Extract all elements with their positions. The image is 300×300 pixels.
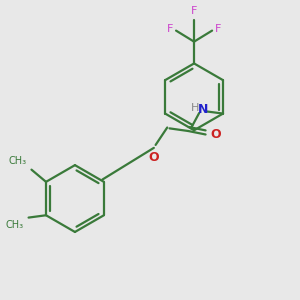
Text: H: H: [190, 103, 199, 113]
Text: CH₃: CH₃: [9, 156, 27, 166]
Text: N: N: [198, 103, 209, 116]
Text: F: F: [167, 24, 174, 34]
Text: O: O: [148, 151, 159, 164]
Text: F: F: [214, 24, 221, 34]
Text: F: F: [191, 6, 197, 16]
Text: O: O: [211, 128, 221, 141]
Text: CH₃: CH₃: [5, 220, 24, 230]
